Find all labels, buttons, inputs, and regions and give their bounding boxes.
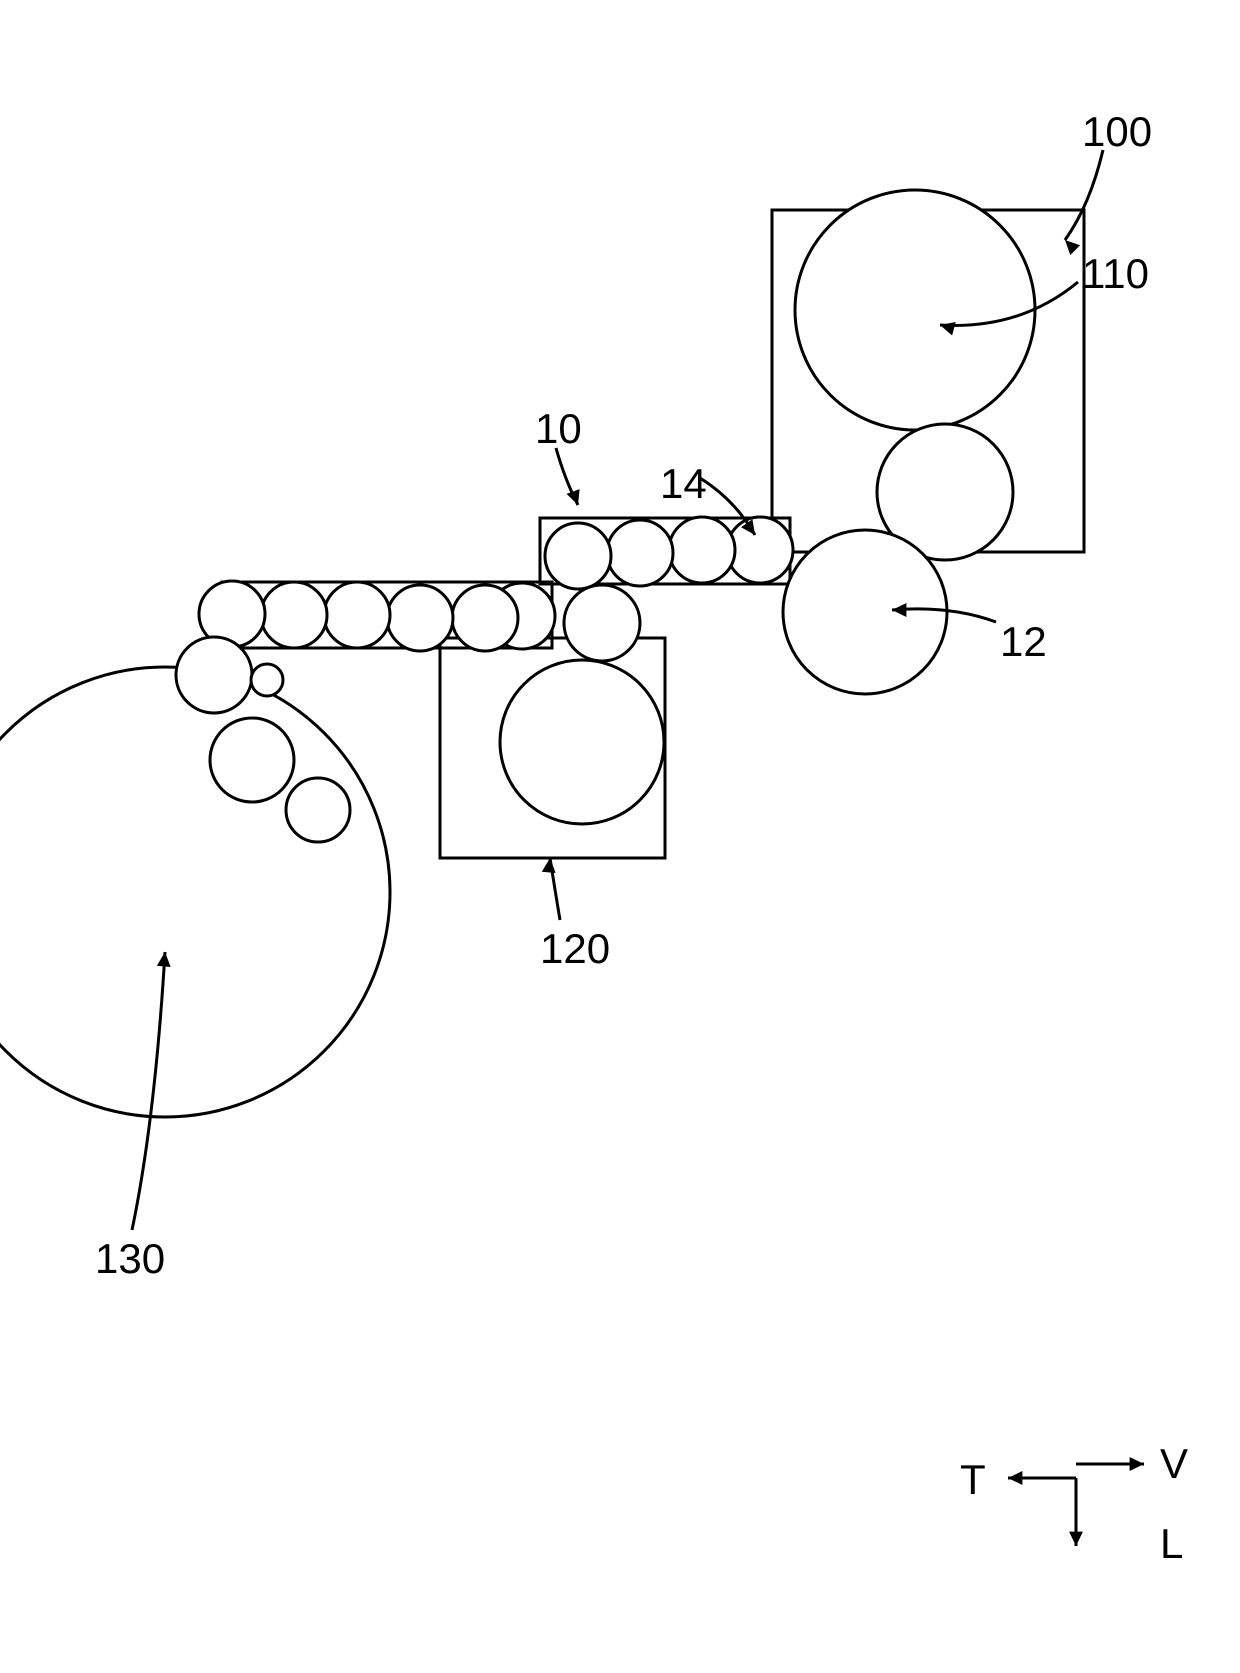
circle-cl4 — [324, 582, 390, 648]
circle-ch2 — [607, 520, 673, 586]
circle-tiny — [251, 664, 283, 696]
circle-cl5 — [261, 582, 327, 648]
circle-ch1 — [669, 517, 735, 583]
circle-c14 — [727, 517, 793, 583]
circle-c110_big — [795, 190, 1035, 430]
label-12: 12 — [1000, 618, 1047, 666]
axis-label-T: T — [960, 1456, 986, 1504]
circle-cm1 — [176, 637, 252, 713]
label-100: 100 — [1082, 108, 1152, 156]
label-110: 110 — [1082, 250, 1149, 298]
circle-ch3 — [545, 523, 611, 589]
diagram-canvas — [0, 0, 1240, 1673]
axis-label-L: L — [1160, 1520, 1183, 1568]
label-120: 120 — [540, 925, 610, 973]
circle-cl2 — [452, 585, 518, 651]
circle-ch4 — [564, 585, 640, 661]
label-10: 10 — [535, 405, 582, 453]
circle-co2 — [286, 778, 350, 842]
axis-label-V: V — [1160, 1440, 1188, 1488]
label-14: 14 — [660, 460, 707, 508]
circle-cl3 — [387, 585, 453, 651]
circle-c130 — [0, 667, 390, 1117]
circle-c120_big — [500, 660, 664, 824]
circle-c12 — [783, 530, 947, 694]
circle-co1 — [210, 718, 294, 802]
label-130: 130 — [95, 1235, 165, 1283]
